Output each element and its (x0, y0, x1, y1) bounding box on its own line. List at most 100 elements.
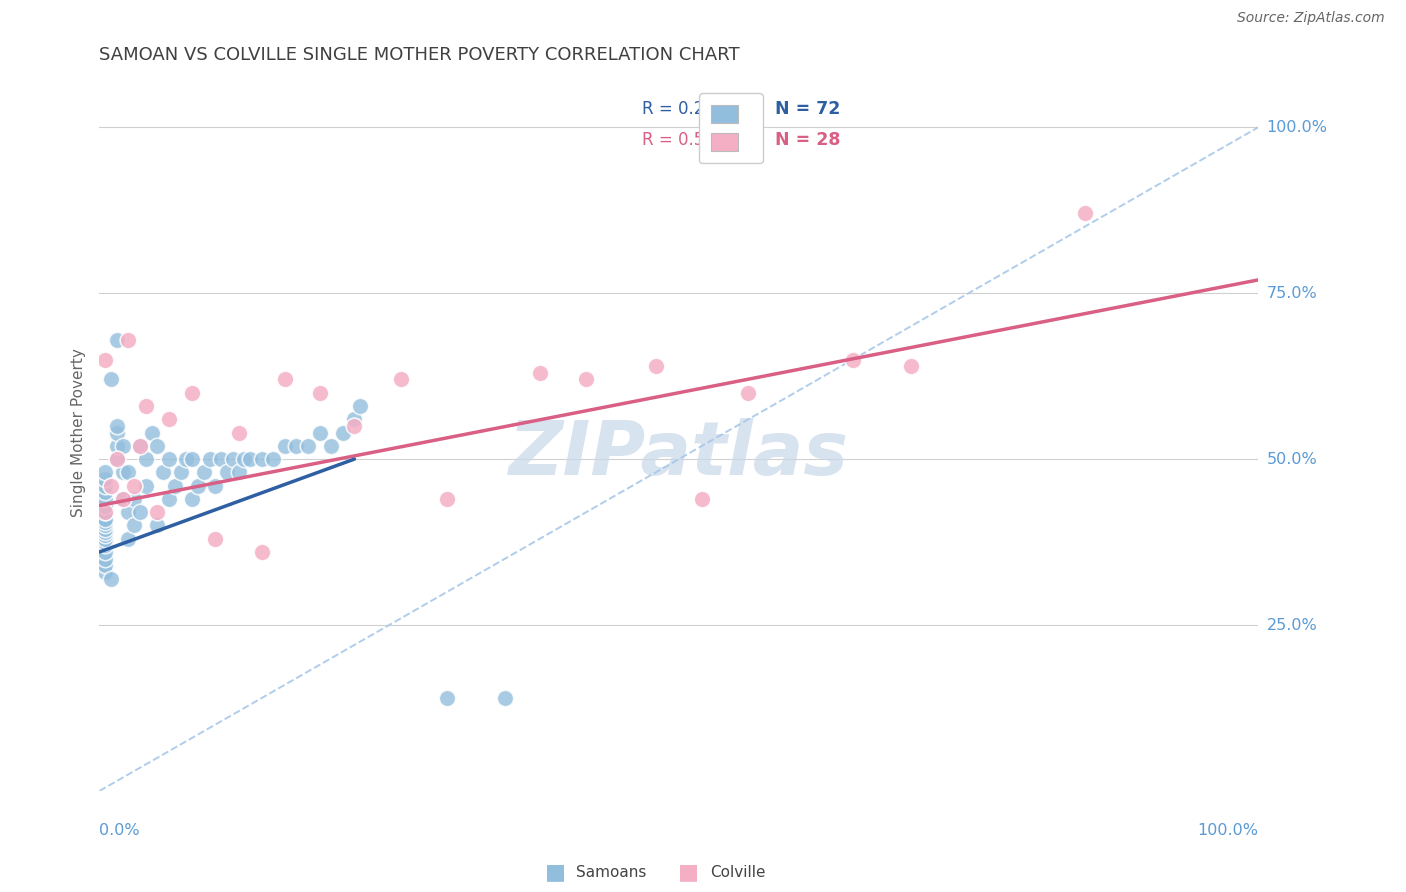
Point (343, 418, 366, 433)
Point (94, 499, 117, 513)
Point (94, 505, 117, 519)
Text: ■: ■ (546, 863, 565, 882)
Point (494, 691, 516, 706)
Point (181, 452, 204, 467)
Text: N = 28: N = 28 (775, 131, 841, 150)
Point (308, 425, 330, 440)
Point (436, 691, 458, 706)
Point (100, 572, 122, 586)
Point (842, 352, 865, 367)
Point (274, 439, 297, 453)
Point (94, 505, 117, 519)
Point (94, 525, 117, 540)
Point (239, 452, 262, 467)
Text: Samoans: Samoans (576, 865, 647, 880)
Text: 50.0%: 50.0% (1267, 451, 1317, 467)
Point (141, 425, 163, 440)
Point (94, 545, 117, 559)
Point (181, 491, 204, 506)
Text: 25.0%: 25.0% (1267, 617, 1317, 632)
Point (308, 385, 330, 400)
Point (94, 518, 117, 533)
Point (157, 412, 180, 426)
Point (215, 466, 238, 480)
Point (117, 505, 139, 519)
Point (900, 359, 922, 373)
Point (343, 412, 366, 426)
Point (94, 532, 117, 546)
Point (228, 466, 250, 480)
Point (100, 372, 122, 386)
Point (529, 366, 551, 380)
Point (228, 425, 250, 440)
Point (94, 538, 117, 552)
Text: ZIPatlas: ZIPatlas (509, 417, 849, 491)
Text: Source: ZipAtlas.com: Source: ZipAtlas.com (1237, 11, 1385, 25)
Point (146, 505, 169, 519)
Point (644, 359, 666, 373)
Point (105, 439, 128, 453)
Text: 100.0%: 100.0% (1198, 823, 1258, 838)
Point (111, 439, 134, 453)
Point (157, 491, 180, 506)
Point (122, 478, 145, 492)
Point (94, 472, 117, 486)
Point (129, 505, 152, 519)
Point (105, 425, 128, 440)
Point (157, 452, 180, 467)
Point (94, 522, 117, 536)
Point (122, 518, 145, 533)
Point (204, 478, 226, 492)
Point (250, 452, 273, 467)
Point (94, 478, 117, 492)
Point (105, 418, 128, 433)
Point (94, 551, 117, 566)
Point (94, 352, 117, 367)
Point (135, 452, 157, 467)
Point (129, 439, 152, 453)
Point (193, 466, 215, 480)
Point (332, 425, 354, 440)
Point (105, 452, 128, 467)
Point (129, 439, 152, 453)
Point (321, 439, 343, 453)
Point (111, 466, 134, 480)
Point (94, 528, 117, 542)
Point (135, 399, 157, 413)
Point (117, 333, 139, 347)
Point (105, 333, 128, 347)
Point (262, 452, 284, 467)
Point (575, 372, 598, 386)
Text: N = 72: N = 72 (775, 100, 841, 118)
Point (297, 439, 319, 453)
Point (250, 545, 273, 559)
Point (187, 478, 209, 492)
Point (690, 491, 713, 506)
Point (94, 515, 117, 529)
Point (209, 452, 232, 467)
Point (94, 565, 117, 579)
Point (349, 399, 371, 413)
Point (94, 512, 117, 526)
Point (274, 372, 297, 386)
Text: 75.0%: 75.0% (1267, 285, 1317, 301)
Point (152, 466, 174, 480)
Point (94, 535, 117, 549)
Point (1073, 206, 1095, 220)
Point (94, 558, 117, 573)
Text: R = 0.510: R = 0.510 (641, 131, 725, 150)
Legend: , : , (699, 93, 762, 163)
Text: Colville: Colville (710, 865, 765, 880)
Point (135, 478, 157, 492)
Text: ■: ■ (679, 863, 699, 882)
Point (222, 452, 245, 467)
Point (111, 491, 134, 506)
Point (105, 452, 128, 467)
Y-axis label: Single Mother Poverty: Single Mother Poverty (72, 348, 86, 517)
Point (146, 518, 169, 533)
Point (181, 385, 204, 400)
Point (176, 452, 198, 467)
Text: 100.0%: 100.0% (1267, 120, 1327, 135)
Point (94, 466, 117, 480)
Text: 0.0%: 0.0% (100, 823, 141, 838)
